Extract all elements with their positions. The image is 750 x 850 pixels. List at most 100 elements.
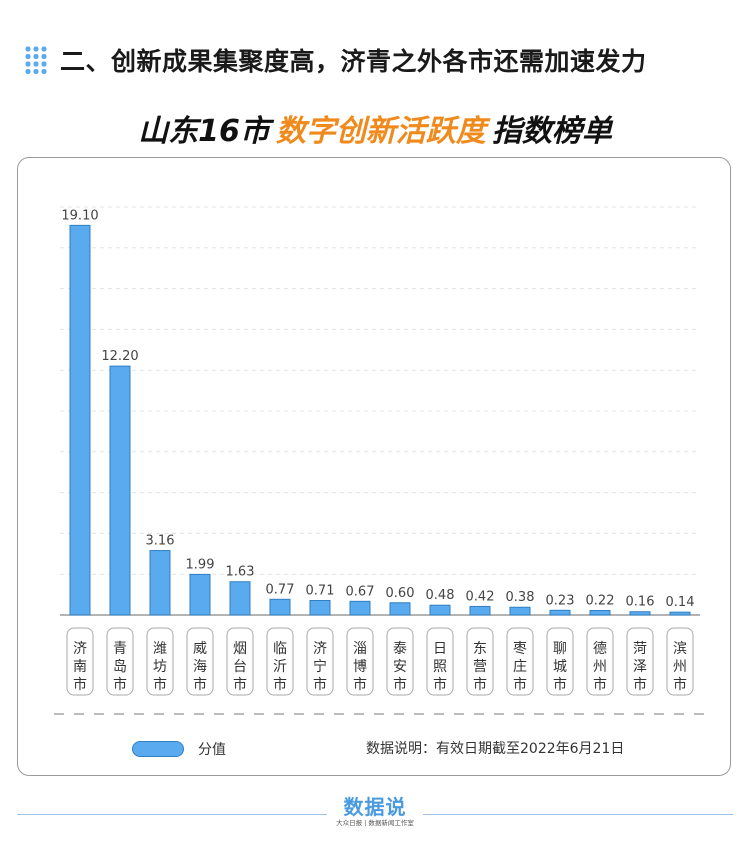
footer-divider-right <box>423 814 733 815</box>
bar <box>229 581 251 616</box>
data-label: 0.71 <box>306 584 335 599</box>
category-label: 滨 <box>673 641 687 657</box>
bar <box>589 610 611 616</box>
data-label: 0.38 <box>506 590 535 605</box>
category-label-box <box>626 627 654 696</box>
data-label: 0.48 <box>426 588 455 603</box>
category-label-box <box>586 627 614 696</box>
category-label: 市 <box>233 676 247 693</box>
logo-subtitle: 大众日报 | 数据新闻工作室 <box>336 819 414 827</box>
category-label: 州 <box>673 659 687 675</box>
category-label: 州 <box>593 659 607 675</box>
category-label-box <box>186 627 214 696</box>
category-label: 市 <box>73 676 87 693</box>
category-label: 安 <box>393 659 407 675</box>
category-label: 博 <box>353 658 367 675</box>
category-label-box <box>226 627 254 696</box>
bar <box>429 604 451 616</box>
category-label: 市 <box>593 676 607 693</box>
category-label-box <box>466 627 494 696</box>
bar <box>389 602 411 616</box>
category-label: 市 <box>673 676 687 693</box>
category-label: 岛 <box>113 659 127 675</box>
category-label: 市 <box>553 676 567 693</box>
category-label-box <box>346 627 374 696</box>
category-label: 青 <box>113 641 127 657</box>
category-label-box <box>546 627 574 696</box>
category-label: 市 <box>473 676 487 693</box>
category-label: 市 <box>433 676 447 693</box>
footer-divider-left <box>17 814 327 815</box>
category-label: 聊 <box>553 641 567 657</box>
data-label: 0.67 <box>346 584 375 599</box>
category-label: 市 <box>113 676 127 693</box>
category-label: 宁 <box>313 658 327 675</box>
category-label: 庄 <box>513 658 527 675</box>
bar <box>549 609 571 616</box>
legend: 分值 <box>132 739 226 759</box>
legend-label: 分值 <box>198 742 226 758</box>
category-label: 台 <box>233 659 247 675</box>
category-label-box <box>506 627 534 696</box>
chart-title: 山东16市 数字创新活跃度 指数榜单 <box>0 106 750 150</box>
data-label: 0.23 <box>546 593 575 608</box>
bar <box>189 573 211 616</box>
data-label: 3.16 <box>146 534 175 549</box>
data-label: 1.99 <box>186 557 215 572</box>
bar <box>149 550 171 616</box>
data-note: 数据说明：有效日期截至2022年6月21日 <box>366 741 625 757</box>
section-title: 二、创新成果集聚度高，济青之外各市还需加速发力 <box>60 47 647 76</box>
chart-title-part3: 指数榜单 <box>491 114 612 149</box>
dots-grid-icon <box>25 46 47 75</box>
category-label: 南 <box>73 659 87 675</box>
category-label: 市 <box>153 676 167 693</box>
data-label: 0.77 <box>266 582 295 597</box>
data-label: 0.14 <box>666 595 695 610</box>
category-label: 潍 <box>153 641 167 657</box>
category-label: 照 <box>433 659 447 675</box>
bar <box>349 600 371 616</box>
category-label: 市 <box>313 676 327 693</box>
bar <box>109 365 131 616</box>
category-label: 日 <box>433 641 447 657</box>
category-label: 坊 <box>153 659 167 675</box>
category-label: 市 <box>513 676 527 693</box>
category-label: 德 <box>593 641 607 657</box>
bar <box>509 606 531 616</box>
category-label: 市 <box>393 676 407 693</box>
data-label: 0.16 <box>626 595 655 610</box>
legend-swatch <box>132 741 184 757</box>
category-label: 枣 <box>513 641 527 657</box>
section-header: 二、创新成果集聚度高，济青之外各市还需加速发力 <box>24 40 647 80</box>
category-label-box <box>266 627 294 696</box>
category-label-box <box>306 627 334 696</box>
category-label: 营 <box>473 659 487 675</box>
category-label: 东 <box>473 641 487 657</box>
bar <box>69 224 91 616</box>
brand-logo: 数据说 大众日报 | 数据新闻工作室 <box>330 796 420 832</box>
logo-text: 数据说 <box>343 795 407 819</box>
bar <box>309 600 331 616</box>
data-label: 0.22 <box>586 594 615 609</box>
category-label-box <box>66 627 94 696</box>
data-label: 0.60 <box>386 586 415 601</box>
data-label: 12.20 <box>101 349 138 364</box>
category-label: 城 <box>553 659 567 675</box>
category-label: 泽 <box>633 659 647 675</box>
category-label: 威 <box>193 641 207 657</box>
category-label: 烟 <box>233 641 247 657</box>
category-label: 市 <box>273 676 287 693</box>
chart-title-highlight: 数字创新活跃度 <box>275 114 486 149</box>
category-label-box <box>146 627 174 696</box>
data-label: 0.42 <box>466 589 495 604</box>
bar <box>269 598 291 616</box>
bar <box>669 611 691 616</box>
category-label: 临 <box>273 641 287 657</box>
category-label: 济 <box>73 641 87 657</box>
bar <box>629 611 651 616</box>
category-label: 市 <box>353 676 367 693</box>
category-label: 淄 <box>353 641 367 657</box>
category-label: 海 <box>193 659 207 675</box>
category-label: 泰 <box>393 641 407 657</box>
